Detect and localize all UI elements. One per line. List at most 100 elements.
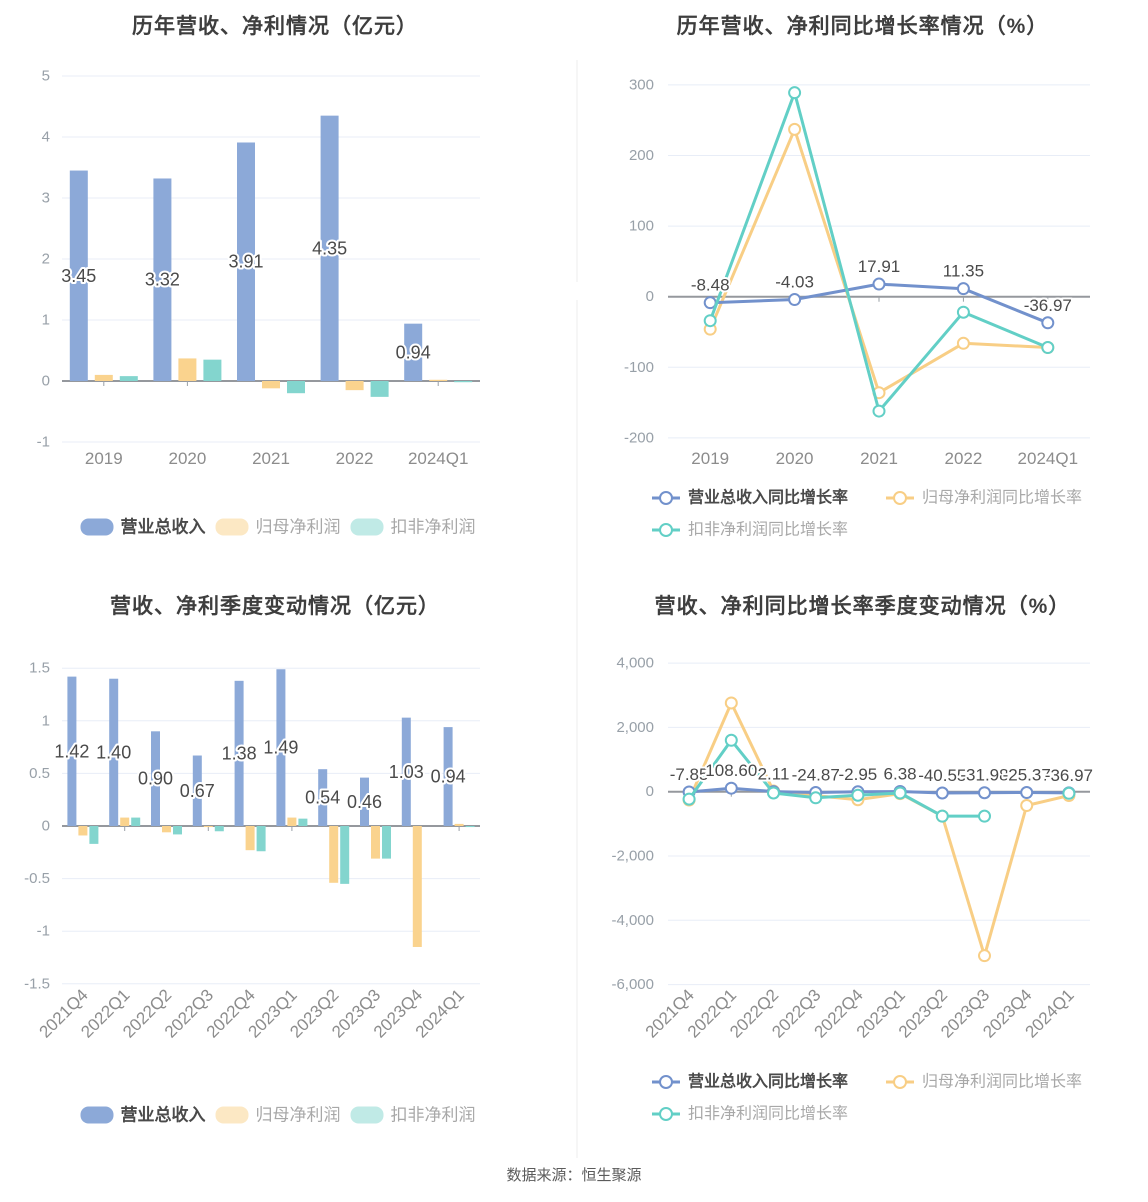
- value-label-revenue: 0.90: [138, 769, 173, 789]
- chart-title-quarterly-values: 营收、净利季度变动情况（亿元）: [110, 595, 440, 618]
- line-non-gaap: [708, 91, 1049, 413]
- bar-net-profit: [262, 381, 280, 389]
- bar-revenue: [401, 717, 411, 826]
- bar-non-gaap: [287, 381, 305, 394]
- y-axis-tick-label: -1: [37, 434, 50, 451]
- bar-non-gaap: [370, 381, 389, 397]
- legend-label-net-profit: 归母净利润同比增长率: [922, 489, 1082, 507]
- bar-non-gaap: [214, 826, 224, 832]
- bar-non-gaap: [131, 817, 141, 826]
- bar-revenue: [443, 727, 453, 826]
- legend: 营业总收入 归母净利润 扣非净利润: [80, 1105, 476, 1125]
- point-marker-non-gaap: [703, 314, 717, 328]
- legend-item-net-profit: 归母净利润同比增长率: [886, 489, 1082, 507]
- legend-marker-revenue: [659, 491, 673, 505]
- chart-2: 1.510.50-0.5-1-1.52021Q42022Q12022Q22022…: [24, 660, 480, 1125]
- legend-label-revenue: 营业总收入同比增长率: [688, 1072, 848, 1091]
- point-marker-non-gaap: [851, 788, 865, 802]
- chart-1: 300 200 100 0 -100 -200 2019 2020 2021 2022 2024Q1…: [624, 76, 1090, 539]
- point-marker-net-profit: [956, 336, 970, 350]
- legend-swatch-net-profit: [215, 518, 249, 536]
- point-marker-non-gaap: [935, 809, 949, 823]
- y-axis-tick-label: -200: [624, 429, 654, 446]
- legend-marker-net-profit: [893, 491, 907, 505]
- bar-net-profit: [162, 826, 171, 833]
- y-axis-tick-label: 2,000: [616, 719, 654, 736]
- x-axis-category-label: 2022: [336, 449, 374, 468]
- value-label-revenue: 1.03: [389, 762, 424, 782]
- legend-item-net-profit: 归母净利润同比增长率: [886, 1073, 1082, 1091]
- value-label-revenue: 4.35: [312, 238, 347, 258]
- legend-label-non-gaap: 扣非净利润: [391, 1106, 476, 1125]
- y-axis-tick-label: 0: [42, 818, 50, 835]
- legend-item-revenue: 营业总收入: [80, 517, 206, 537]
- bar-net-profit: [203, 826, 213, 828]
- point-marker-non-gaap: [682, 792, 696, 806]
- bar-net-profit: [412, 826, 422, 947]
- legend-item-revenue: 营业总收入同比增长率: [652, 1072, 848, 1091]
- y-axis-tick-label: 0: [646, 783, 654, 800]
- line-net-profit: [687, 701, 1070, 958]
- legend-label-non-gaap: 扣非净利润同比增长率: [688, 521, 848, 539]
- bar-revenue: [153, 178, 172, 381]
- point-marker-revenue: [724, 781, 738, 795]
- bar-net-profit: [94, 374, 113, 381]
- value-label-revenue: 0.94: [396, 342, 431, 362]
- legend-swatch-non-gaap: [350, 1106, 384, 1124]
- legend-item-net-profit: 归母净利润: [215, 518, 341, 537]
- legend-marker-non-gaap: [659, 1107, 673, 1121]
- value-label-revenue: 3.91: [228, 252, 263, 272]
- bar-revenue: [234, 680, 244, 826]
- value-label-revenue: -8.48: [691, 276, 730, 295]
- legend-marker-net-profit: [893, 1075, 907, 1089]
- bar-non-gaap: [465, 826, 475, 828]
- point-marker-non-gaap: [978, 809, 991, 823]
- point-marker-revenue: [978, 786, 991, 800]
- value-label-revenue: 1.40: [96, 742, 131, 762]
- x-axis-category-label: 2021: [252, 449, 290, 468]
- legend-item-non-gaap: 扣非净利润: [350, 1106, 476, 1125]
- point-marker-non-gaap: [724, 733, 738, 747]
- legend-marker-non-gaap: [659, 523, 673, 537]
- bar-non-gaap: [256, 826, 266, 852]
- point-marker-revenue: [788, 293, 802, 307]
- legend-item-non-gaap: 扣非净利润同比增长率: [652, 1105, 848, 1123]
- point-marker-non-gaap: [956, 305, 970, 319]
- bar-revenue: [320, 115, 339, 382]
- legend: 营业总收入 归母净利润 扣非净利润: [80, 517, 476, 537]
- y-axis-tick-label: 1.5: [29, 660, 50, 677]
- bar-non-gaap: [454, 381, 473, 383]
- y-axis-tick-label: 4: [42, 129, 50, 146]
- y-axis-tick-label: -6,000: [611, 976, 654, 993]
- value-label-revenue: -31.98: [960, 766, 1008, 785]
- value-label-revenue: -24.87: [792, 765, 840, 784]
- x-axis-category-label: 2019: [85, 449, 123, 468]
- bar-revenue: [360, 777, 369, 826]
- value-label-revenue: 0.94: [431, 767, 466, 787]
- point-marker-revenue: [935, 786, 949, 800]
- point-marker-net-profit: [1020, 799, 1034, 813]
- point-marker-non-gaap: [893, 786, 907, 800]
- data-source-note: 数据来源：恒生聚源: [506, 1167, 642, 1184]
- bar-revenue: [237, 142, 255, 381]
- bar-net-profit: [78, 826, 88, 836]
- point-marker-non-gaap: [1041, 341, 1055, 355]
- value-label-revenue: 0.67: [180, 781, 215, 801]
- value-label-revenue: 0.46: [347, 792, 382, 812]
- legend-marker-revenue: [659, 1075, 673, 1089]
- legend-label-net-profit: 归母净利润同比增长率: [922, 1073, 1082, 1091]
- chart-0: 5 4 3 2 1 0 -1 2019 2020 2021 2022 2024Q1 3.45 3.32 3.…: [37, 68, 480, 537]
- legend-swatch-non-gaap: [350, 518, 384, 536]
- bar-net-profit: [245, 826, 255, 851]
- x-axis-category-label: 2019: [691, 449, 729, 468]
- y-axis-tick-label: 1: [42, 712, 50, 729]
- value-label-revenue: 17.91: [858, 257, 901, 276]
- y-axis-tick-label: 1: [42, 312, 50, 329]
- value-label-revenue: 3.45: [61, 266, 96, 286]
- bar-net-profit: [371, 826, 380, 859]
- x-axis-category-label: 2022: [944, 449, 982, 468]
- bar-revenue: [192, 755, 202, 826]
